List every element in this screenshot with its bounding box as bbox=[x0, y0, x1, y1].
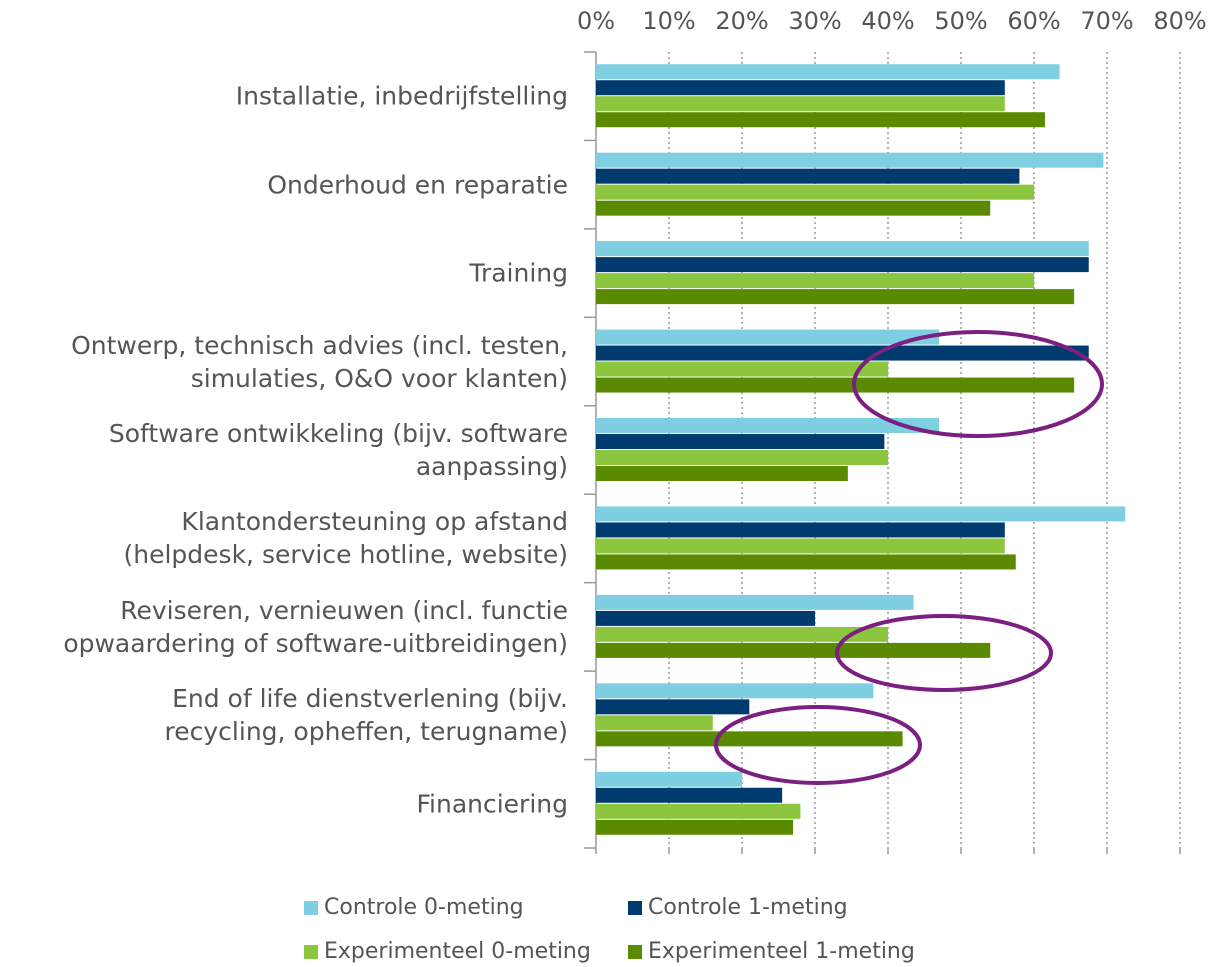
bar bbox=[596, 289, 1075, 305]
x-tick-label: 20% bbox=[715, 7, 768, 35]
bar bbox=[596, 771, 742, 787]
legend-swatch bbox=[628, 945, 642, 959]
bar bbox=[596, 329, 940, 345]
bar bbox=[596, 64, 1060, 80]
bar bbox=[596, 152, 1104, 168]
bar bbox=[596, 96, 1005, 112]
bar bbox=[596, 273, 1034, 289]
x-tick-label: 0% bbox=[577, 7, 615, 35]
highlight-ellipse bbox=[852, 330, 1104, 438]
category-label: Klantondersteuning op afstand (helpdesk,… bbox=[123, 507, 569, 570]
x-tick-label: 30% bbox=[788, 7, 841, 35]
x-tick-label: 10% bbox=[642, 7, 695, 35]
legend-label: Controle 1-meting bbox=[648, 895, 848, 920]
category-label: Training bbox=[469, 258, 568, 288]
bar bbox=[596, 803, 801, 819]
category-label: Onderhoud en reparatie bbox=[267, 170, 568, 200]
bar bbox=[596, 361, 888, 377]
bar bbox=[596, 554, 1016, 570]
bar bbox=[596, 538, 1005, 554]
bar bbox=[596, 434, 885, 449]
bar bbox=[596, 506, 1126, 522]
bar bbox=[596, 241, 1089, 257]
legend-swatch bbox=[304, 945, 318, 959]
bar bbox=[596, 184, 1034, 200]
bar bbox=[596, 731, 903, 747]
category-label: Software ontwikkeling (bijv. software aa… bbox=[108, 419, 568, 481]
bar bbox=[596, 257, 1089, 273]
bar bbox=[596, 345, 1089, 361]
bar bbox=[596, 80, 1005, 96]
bar bbox=[596, 787, 783, 803]
plot: 0% 10% 20% 30% 40% 50% 60% 70% 80% Controle 0-met… bbox=[304, 7, 1207, 964]
legend-label: Experimenteel 1-meting bbox=[648, 939, 915, 964]
bar bbox=[596, 819, 794, 835]
bar bbox=[596, 168, 1020, 184]
category-label: Reviseren, vernieuwen (incl. functie opw… bbox=[63, 595, 568, 658]
bar bbox=[596, 522, 1005, 538]
bar bbox=[596, 699, 750, 715]
bar bbox=[596, 642, 991, 658]
legend-label: Experimenteel 0-meting bbox=[324, 939, 591, 964]
category-label: Ontwerp, technisch advies (incl. testen,… bbox=[71, 330, 568, 393]
category-label: Installatie, inbedrijfstelling bbox=[235, 81, 568, 111]
category-label: End of life dienstverlening (bijv. recyc… bbox=[164, 684, 568, 747]
bar bbox=[596, 594, 914, 610]
annotations bbox=[714, 330, 1104, 785]
bar bbox=[596, 626, 888, 642]
highlight-ellipse bbox=[714, 705, 922, 785]
legend-swatch bbox=[304, 901, 318, 915]
bar bbox=[596, 450, 888, 465]
legend-label: Controle 0-meting bbox=[324, 895, 524, 920]
legend-swatch bbox=[628, 901, 642, 915]
bar bbox=[596, 377, 1075, 393]
x-tick-label: 80% bbox=[1153, 7, 1206, 35]
bar bbox=[596, 200, 991, 216]
bar bbox=[596, 418, 940, 433]
bar bbox=[596, 610, 815, 626]
category-label: Financiering bbox=[416, 789, 568, 819]
x-tick-label: 50% bbox=[934, 7, 987, 35]
highlight-ellipse bbox=[835, 614, 1053, 692]
x-tick-label: 40% bbox=[861, 7, 914, 35]
bar bbox=[596, 112, 1045, 128]
x-tick-label: 70% bbox=[1080, 7, 1133, 35]
bar bbox=[596, 683, 874, 699]
x-tick-label: 60% bbox=[1007, 7, 1060, 35]
bar bbox=[596, 715, 713, 731]
bar bbox=[596, 466, 848, 481]
